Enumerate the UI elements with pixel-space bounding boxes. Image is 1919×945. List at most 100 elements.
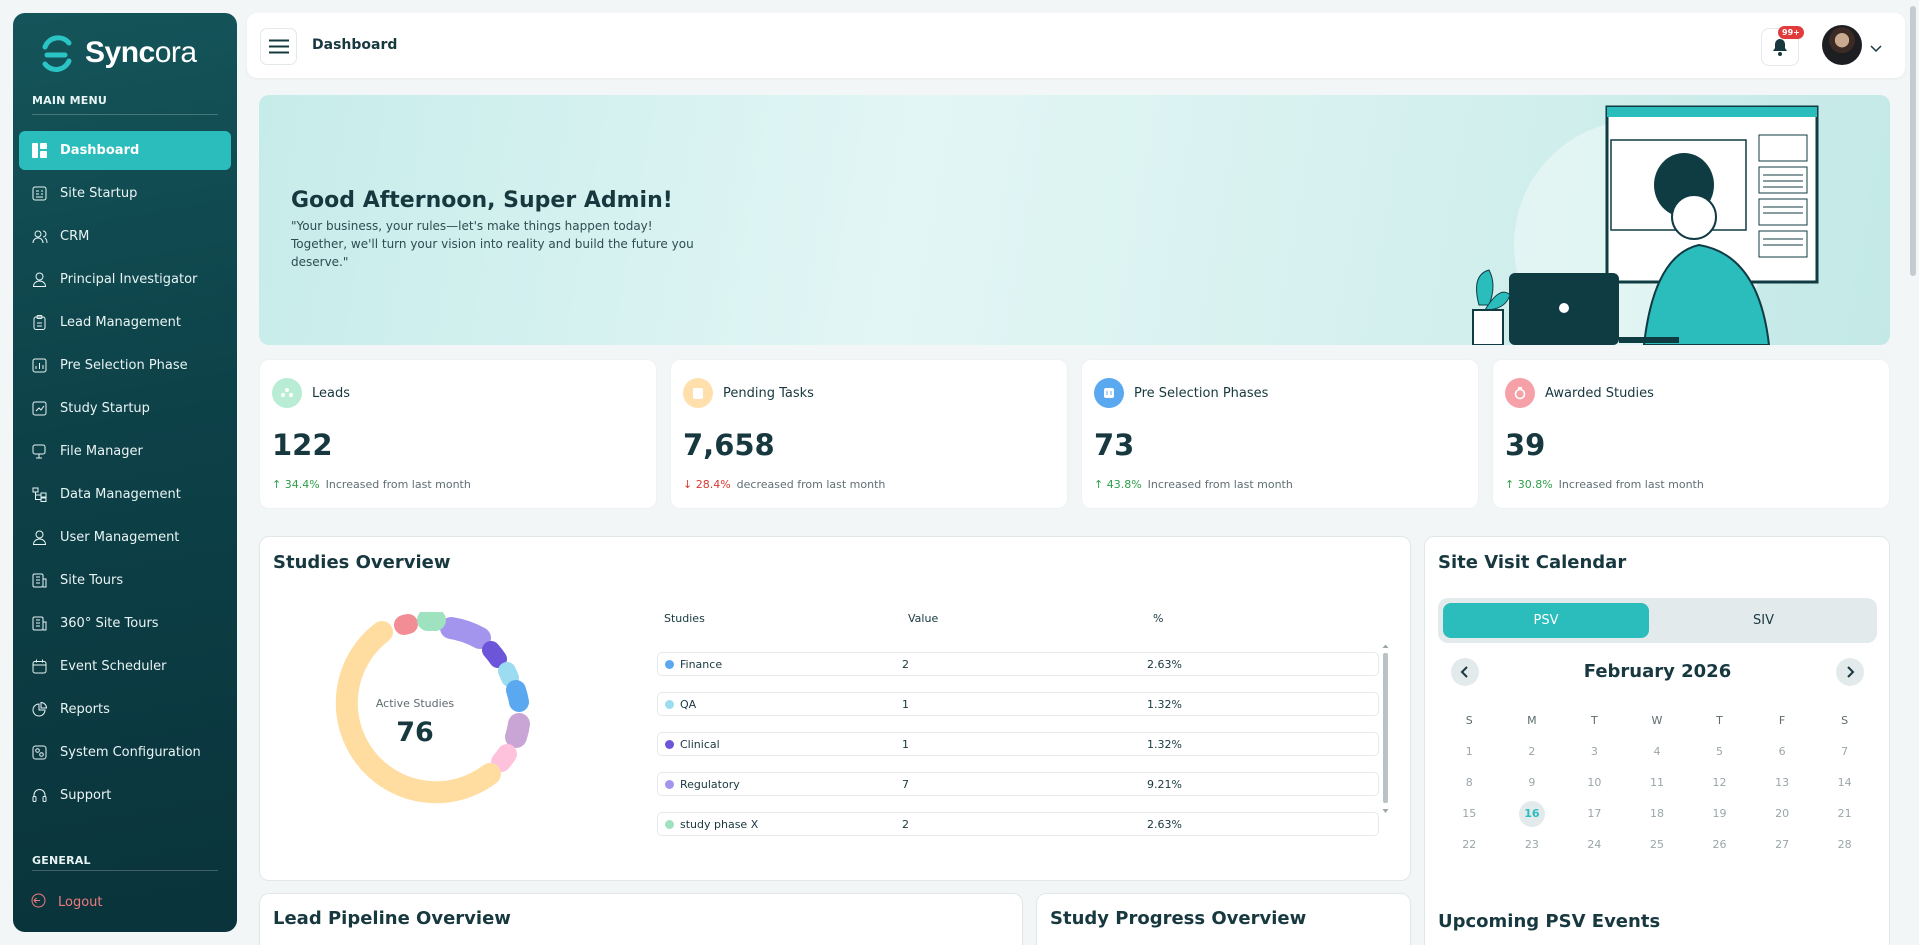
table-row[interactable]: QA 1 1.32% [657,692,1379,716]
sidebar-item-pre-selection-phase[interactable]: Pre Selection Phase [19,346,231,385]
calendar-day[interactable]: 10 [1587,776,1602,789]
calendar-day[interactable]: 26 [1712,838,1727,851]
logout-label: Logout [58,895,103,910]
sidebar-item-system-configuration[interactable]: System Configuration [19,733,231,772]
calendar-day[interactable]: 25 [1649,838,1664,851]
prev-month-button[interactable] [1451,658,1479,686]
top-bar: Dashboard 99+ [247,13,1905,78]
sidebar-item-label: Reports [60,702,110,717]
greeting-subtitle: "Your business, your rules—let's make th… [291,219,694,269]
sidebar-item-360-site-tours[interactable]: 360° Site Tours [19,604,231,643]
sidebar-item-label: Site Startup [60,186,138,201]
calendar-day[interactable]: 13 [1775,776,1790,789]
donut-center-label: Active Studies [375,697,455,710]
tab-psv[interactable]: PSV [1443,603,1649,638]
calendar-day[interactable]: 21 [1837,807,1852,820]
sidebar-item-lead-management[interactable]: Lead Management [19,303,231,342]
stat-value: 73 [1094,428,1135,462]
sidebar-item-data-management[interactable]: Data Management [19,475,231,514]
legend-dot [665,699,674,709]
tour-icon [31,615,48,632]
chart-segment [335,621,501,804]
divider [32,870,218,871]
table-scrollbar[interactable] [1382,644,1389,814]
sidebar-item-user-management[interactable]: User Management [19,518,231,557]
next-month-button[interactable] [1836,658,1864,686]
sidebar-item-event-scheduler[interactable]: Event Scheduler [19,647,231,686]
stat-card-awarded-studies[interactable]: Awarded Studies 39 ↑ 30.8% Increased from… [1492,359,1890,509]
column-header: Value [908,612,939,625]
sidebar-item-reports[interactable]: Reports [19,690,231,729]
calendar-day[interactable]: 27 [1775,838,1790,851]
calendar-day[interactable]: 1 [1465,745,1473,758]
sidebar-item-support[interactable]: Support [19,776,231,815]
legend-dot [665,819,674,829]
calendar-day[interactable]: 7 [1841,745,1849,758]
calendar-day[interactable]: 3 [1590,745,1598,758]
calendar-day[interactable]: 17 [1587,807,1602,820]
calendar-day[interactable]: 8 [1465,776,1473,789]
greeting-title: Good Afternoon, Super Admin! [291,188,673,213]
tab-siv[interactable]: SIV [1753,613,1774,628]
sidebar-item-label: Lead Management [60,315,181,330]
table-row[interactable]: Clinical 1 1.32% [657,732,1379,756]
calendar-day[interactable]: 28 [1837,838,1852,851]
table-row[interactable]: Finance 2 2.63% [657,652,1379,676]
chart-segment [506,680,529,712]
table-row[interactable]: study phase X 2 2.63% [657,812,1379,836]
chart-segment [482,641,507,668]
page-title: Dashboard [312,37,398,53]
sidebar: Syncora MAIN MENU Dashboard Site Startup… [13,13,237,932]
column-header: Studies [664,612,705,625]
calendar-day[interactable]: 19 [1712,807,1727,820]
sidebar-item-dashboard[interactable]: Dashboard [19,131,231,170]
calendar-day[interactable]: 5 [1716,745,1724,758]
card-title: Studies Overview [273,552,451,573]
calendar-month: February 2026 [1583,661,1732,682]
tour-icon [31,572,48,589]
calendar-day[interactable]: 24 [1587,838,1602,851]
file-icon [31,443,48,460]
calendar-day[interactable]: 18 [1649,807,1664,820]
stat-card-pre-selection-phases[interactable]: Pre Selection Phases 73 ↑ 43.8% Increased… [1081,359,1479,509]
general-label: GENERAL [32,854,91,867]
sidebar-item-file-manager[interactable]: File Manager [19,432,231,471]
calendar-day-today[interactable]: 16 [1501,800,1564,827]
legend-dot [665,659,674,669]
logout-button[interactable]: Logout [31,893,103,912]
chart-segment [498,662,519,687]
calendar-day[interactable]: 22 [1462,838,1477,851]
stat-card-pending-tasks[interactable]: Pending Tasks 7,658 ↓ 28.4% decreased fro… [670,359,1068,509]
sidebar-item-study-startup[interactable]: Study Startup [19,389,231,428]
sidebar-item-label: Study Startup [60,401,150,416]
card-title: Study Progress Overview [1050,908,1307,929]
calendar-day[interactable]: 6 [1778,745,1786,758]
calendar-day[interactable]: 15 [1462,807,1477,820]
calendar-day[interactable]: 14 [1837,776,1852,789]
avatar[interactable] [1822,25,1862,65]
menu-toggle-button[interactable] [260,28,297,65]
notifications-button[interactable] [1761,28,1799,66]
chart-segment [394,614,418,635]
calendar-week: 8 9 10 11 12 13 14 [1438,767,1876,798]
sidebar-item-site-tours[interactable]: Site Tours [19,561,231,600]
sidebar-item-principal-investigator[interactable]: Principal Investigator [19,260,231,299]
calendar-day[interactable]: 20 [1775,807,1790,820]
table-row[interactable]: Regulatory 7 9.21% [657,772,1379,796]
calendar-day[interactable]: 9 [1528,776,1536,789]
calendar-day[interactable]: 2 [1528,745,1536,758]
calendar-day[interactable]: 12 [1712,776,1727,789]
stat-card-leads[interactable]: Leads 122 ↑ 34.4% Increased from last mon… [259,359,657,509]
calendar-day[interactable]: 11 [1649,776,1664,789]
stat-value: 7,658 [683,428,775,462]
visit-type-toggle: PSV SIV [1438,598,1877,643]
sidebar-item-site-startup[interactable]: Site Startup [19,174,231,213]
page-scrollbar[interactable] [1910,6,1916,276]
sidebar-item-crm[interactable]: CRM [19,217,231,256]
brand-logo[interactable]: Syncora [37,33,197,73]
calendar-day[interactable]: 23 [1524,838,1539,851]
calendar-day[interactable]: 4 [1653,745,1661,758]
legend-dot [665,779,674,789]
chevron-down-icon[interactable] [1870,38,1882,57]
brand-name: Syncora [85,36,197,69]
